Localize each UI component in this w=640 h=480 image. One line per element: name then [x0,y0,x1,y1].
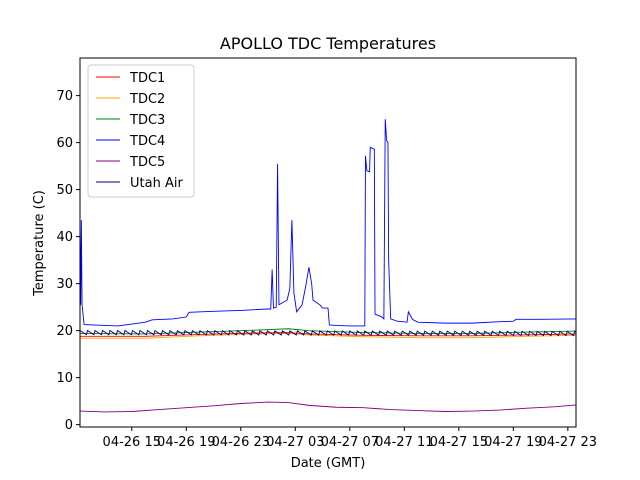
y-tick-label: 20 [56,324,73,339]
y-axis-label: Temperature (C) [32,190,47,297]
legend-label-tdc1: TDC1 [129,71,165,86]
y-tick-label: 50 [56,183,73,198]
x-tick-label: 04-27 23 [539,435,597,450]
x-tick-label: 04-27 11 [375,435,433,450]
series-line-tdc3 [80,328,576,335]
series-line-tdc2 [80,333,576,339]
series-line-utah-air [80,329,576,337]
x-tick-label: 04-27 19 [484,435,542,450]
legend-label-tdc3: TDC3 [129,113,165,128]
legend-label-tdc4: TDC4 [129,134,165,149]
x-tick-label: 04-26 23 [212,435,270,450]
legend: TDC1 TDC2 TDC3 TDC4 TDC5 Utah Air [87,64,195,198]
series-line-tdc5 [80,401,576,413]
y-tick-label: 70 [56,89,73,104]
legend-label-tdc2: TDC2 [129,92,165,107]
y-tick-label: 30 [56,277,73,292]
legend-label-utah-air: Utah Air [130,176,183,191]
series-line-tdc4 [80,119,576,327]
y-tick-label: 0 [65,418,73,433]
x-tick-label: 04-27 15 [430,435,488,450]
x-tick-label: 04-26 19 [157,435,215,450]
plot-frame [79,57,577,428]
x-tick-label: 04-27 03 [266,435,324,450]
x-tick-label: 04-27 07 [321,435,379,450]
legend-label-tdc5: TDC5 [129,155,165,170]
y-tick-label: 40 [56,230,73,245]
y-tick-label: 10 [56,371,73,386]
y-tick-label: 60 [56,136,73,151]
series-layer [80,119,576,413]
chart-title: APOLLO TDC Temperatures [220,34,436,53]
x-tick-label: 04-26 15 [103,435,161,450]
x-axis-label: Date (GMT) [291,456,366,471]
